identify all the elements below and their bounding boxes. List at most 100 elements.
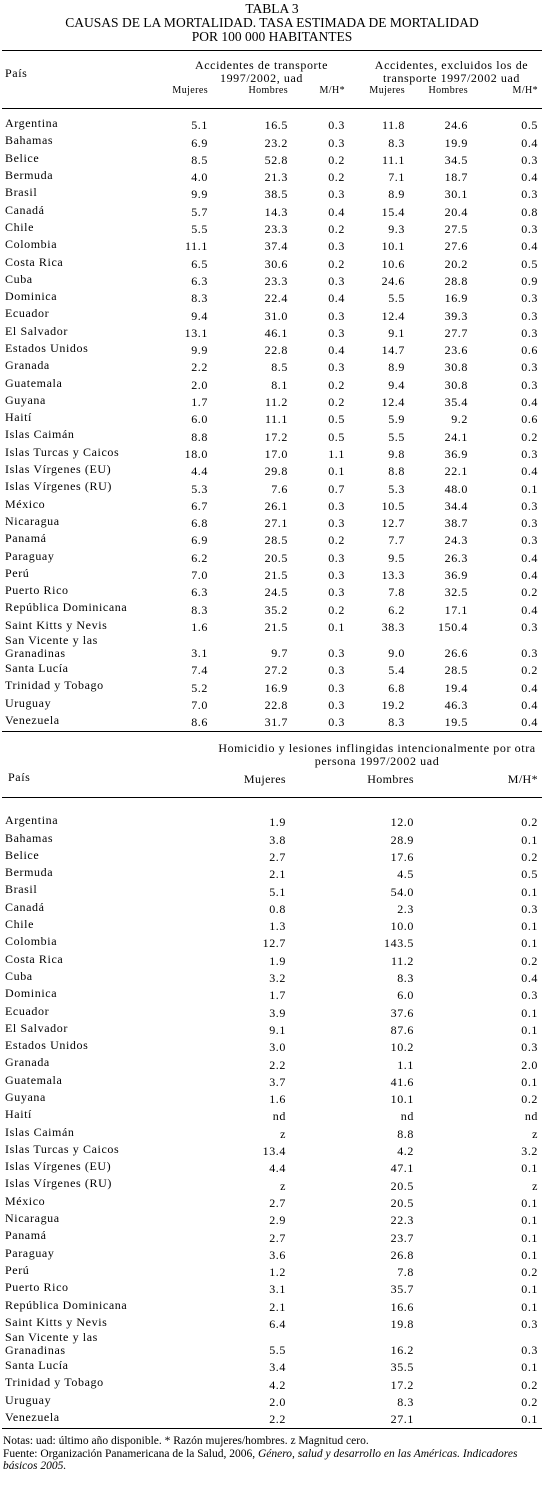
country: Guyana	[5, 392, 46, 407]
cell: 10.1	[381, 239, 405, 254]
cell: 4.2	[397, 1144, 414, 1159]
cell: 7.8	[388, 585, 405, 600]
cell: 4.0	[191, 170, 208, 185]
country: Bahamas	[5, 830, 54, 845]
country: Venezuela	[5, 1410, 60, 1425]
cell: 19.8	[390, 1317, 414, 1331]
cell: 0.3	[521, 516, 539, 531]
cell: 1.7	[269, 988, 286, 1003]
cell: 0.2	[328, 222, 345, 237]
cell: 0.8	[269, 901, 286, 916]
cell: 0.1	[521, 884, 539, 899]
cell: 0.3	[521, 901, 539, 916]
cell: 8.3	[191, 602, 208, 617]
source-title: Género, salud y desarrollo en las Améric…	[3, 1447, 518, 1473]
cell: 46.1	[264, 325, 288, 340]
cell: 26.3	[444, 550, 468, 565]
country: Costa Rica	[5, 254, 64, 269]
cell: 26.1	[264, 498, 288, 513]
cell: 3.8	[269, 832, 286, 847]
table-homicide: Homicidio y lesiones inflingidas intenci…	[2, 731, 543, 1426]
cell: 0.2	[328, 377, 345, 392]
table-row: Bahamas 6.9 23.2 0.3 8.3 19.9 0.4	[2, 132, 542, 149]
cell: nd	[272, 1109, 286, 1124]
column-header: Hombres	[367, 772, 414, 787]
table-row: Santa Lucía 3.4 35.5 0.1	[2, 1357, 542, 1374]
cell: 5.5	[388, 291, 405, 306]
cell: 5.3	[191, 481, 208, 496]
cell: 2.7	[269, 849, 286, 864]
cell: 24.3	[444, 533, 468, 548]
cell: 0.3	[328, 498, 345, 513]
cell: 29.8	[264, 464, 288, 479]
cell: 0.3	[521, 187, 539, 202]
column-header: M/H*	[507, 772, 539, 787]
column-header: Hombres	[428, 85, 468, 96]
table-row: Haití 6.0 11.1 0.5 5.9 9.2 0.6	[2, 409, 542, 426]
cell: 0.3	[521, 308, 539, 323]
cell: 10.5	[381, 498, 405, 513]
country: Santa Lucía	[5, 661, 69, 676]
country: Belice	[5, 150, 40, 165]
cell: 18.0	[184, 446, 208, 461]
cell: 0.3	[328, 550, 345, 565]
cell: 6.0	[191, 412, 208, 427]
country: Paraguay	[5, 1245, 55, 1260]
country: Islas Caimán	[5, 427, 75, 442]
cell: 2.0	[191, 377, 208, 392]
country: Trinidad y Tobago	[5, 678, 104, 693]
cell: 4.2	[269, 1377, 286, 1392]
cell: 19.2	[381, 697, 405, 712]
cell: 35.2	[264, 602, 288, 617]
cell: 0.4	[521, 697, 539, 712]
cell: 0.1	[521, 919, 539, 934]
cell: 6.9	[191, 533, 208, 548]
cell: 0.3	[328, 697, 345, 712]
cell: 11.2	[265, 395, 288, 410]
table-row: Belice 2.7 17.6 0.2	[2, 847, 542, 864]
table-row: Islas Turcas y Caicos 18.0 17.0 1.1 9.8 36.9 0…	[2, 444, 542, 461]
cell: 0.5	[521, 867, 539, 882]
cell: 27.2	[264, 663, 288, 678]
cell: 34.4	[444, 498, 468, 513]
cell: 47.1	[390, 1161, 414, 1176]
cell: 2.1	[269, 1299, 286, 1314]
cell: 0.2	[521, 1265, 539, 1280]
cell: 16.5	[264, 118, 288, 133]
country: Colombia	[5, 934, 58, 949]
table-row: Islas Turcas y Caicos 13.4 4.2 3.2	[2, 1141, 542, 1158]
cell: 0.2	[328, 395, 345, 410]
cell: 0.3	[521, 988, 539, 1003]
cell: 0.4	[521, 395, 539, 410]
cell: 21.5	[264, 568, 288, 583]
table-row: México 2.7 20.5 0.1	[2, 1193, 542, 1210]
cell: 3.2	[269, 971, 286, 986]
cell: 0.3	[328, 663, 345, 678]
cell: 0.3	[328, 308, 345, 323]
country: Islas Vírgenes (EU)	[5, 462, 112, 477]
cell: 6.8	[191, 516, 208, 531]
cell: 8.1	[271, 377, 288, 392]
cell: 10.2	[390, 1040, 414, 1055]
cell: 8.9	[388, 187, 405, 202]
cell: 2.1	[269, 867, 286, 882]
cell: 1.1	[397, 1057, 414, 1072]
cell: 0.3	[328, 360, 345, 375]
source: Fuente: Organización Panamericana de la …	[3, 1448, 542, 1473]
cell: 0.4	[521, 971, 539, 986]
cell: 9.5	[388, 550, 405, 565]
cell: 1.6	[191, 619, 208, 634]
country: Bermuda	[5, 865, 54, 880]
cell: 28.8	[444, 273, 468, 288]
cell: 0.4	[521, 170, 539, 185]
cell: z	[280, 1126, 286, 1141]
country: Venezuela	[5, 712, 60, 727]
country: Brasil	[5, 882, 38, 897]
cell: 23.2	[264, 135, 288, 150]
cell: 8.9	[388, 360, 405, 375]
subtitle: CAUSAS DE LA MORTALIDAD. TASA ESTIMADA D…	[65, 15, 479, 30]
cell: 23.3	[264, 222, 288, 237]
cell: 41.6	[390, 1074, 414, 1089]
table-row: Dominica 1.7 6.0 0.3	[2, 985, 542, 1002]
cell: 0.3	[328, 325, 345, 340]
